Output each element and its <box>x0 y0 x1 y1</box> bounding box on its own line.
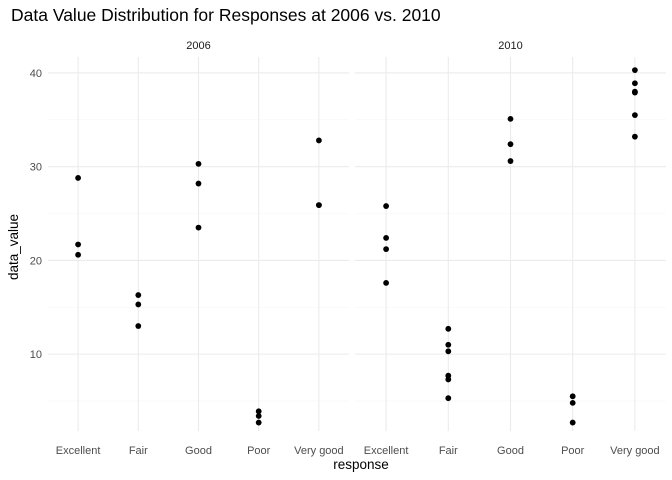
x-tick-label: Excellent <box>364 445 409 457</box>
data-point <box>135 323 142 329</box>
data-point <box>632 89 638 96</box>
data-point <box>445 325 452 332</box>
panel-2010: 2010 Excellent Fair Good Poor Very good <box>355 40 666 457</box>
x-tick-label: Fair <box>439 445 458 457</box>
facet-label: 2010 <box>498 40 522 52</box>
data-point <box>75 175 81 181</box>
data-point <box>383 235 389 241</box>
chart-title: Data Value Distribution for Responses at… <box>11 5 441 25</box>
data-point <box>383 203 389 209</box>
data-point <box>255 413 262 419</box>
data-point <box>507 141 514 148</box>
data-point <box>195 180 202 187</box>
x-tick-label: Excellent <box>56 445 101 457</box>
data-point <box>135 292 142 298</box>
x-tick-label: Poor <box>561 445 585 457</box>
y-axis-title: data_value <box>6 214 21 280</box>
data-point <box>316 202 322 209</box>
data-point <box>383 279 389 286</box>
data-point <box>316 137 322 144</box>
data-point <box>445 348 452 355</box>
data-point <box>135 301 142 308</box>
data-point <box>507 158 514 164</box>
data-point <box>255 408 262 415</box>
data-point <box>383 246 389 253</box>
x-tick-label: Very good <box>610 445 660 457</box>
data-point <box>569 419 576 426</box>
data-point <box>569 393 576 400</box>
data-point <box>445 376 452 383</box>
x-axis-title: response <box>333 457 389 472</box>
x-tick-label: Poor <box>247 445 271 457</box>
x-tick-label: Very good <box>294 445 344 457</box>
y-tick-label: 40 <box>30 68 42 80</box>
data-point <box>632 67 638 74</box>
data-point <box>445 395 452 402</box>
y-tick-label: 10 <box>30 349 42 361</box>
data-point <box>75 251 81 258</box>
data-point <box>632 80 638 87</box>
data-point <box>632 112 638 119</box>
data-point <box>195 160 202 167</box>
data-point <box>445 341 452 348</box>
y-tick-label: 20 <box>30 255 42 267</box>
data-point <box>507 115 514 122</box>
data-point <box>75 241 81 248</box>
data-point <box>569 399 576 406</box>
panel-2006: 2006 Excellent Fair Good Poor Very good <box>48 40 349 457</box>
facet-label: 2006 <box>186 40 210 52</box>
x-tick-label: Good <box>185 445 212 457</box>
y-tick-label: 30 <box>30 162 42 174</box>
x-tick-label: Good <box>497 445 524 457</box>
data-point <box>632 133 638 140</box>
data-point <box>195 224 202 231</box>
x-tick-label: Fair <box>129 445 148 457</box>
data-point <box>255 419 262 426</box>
